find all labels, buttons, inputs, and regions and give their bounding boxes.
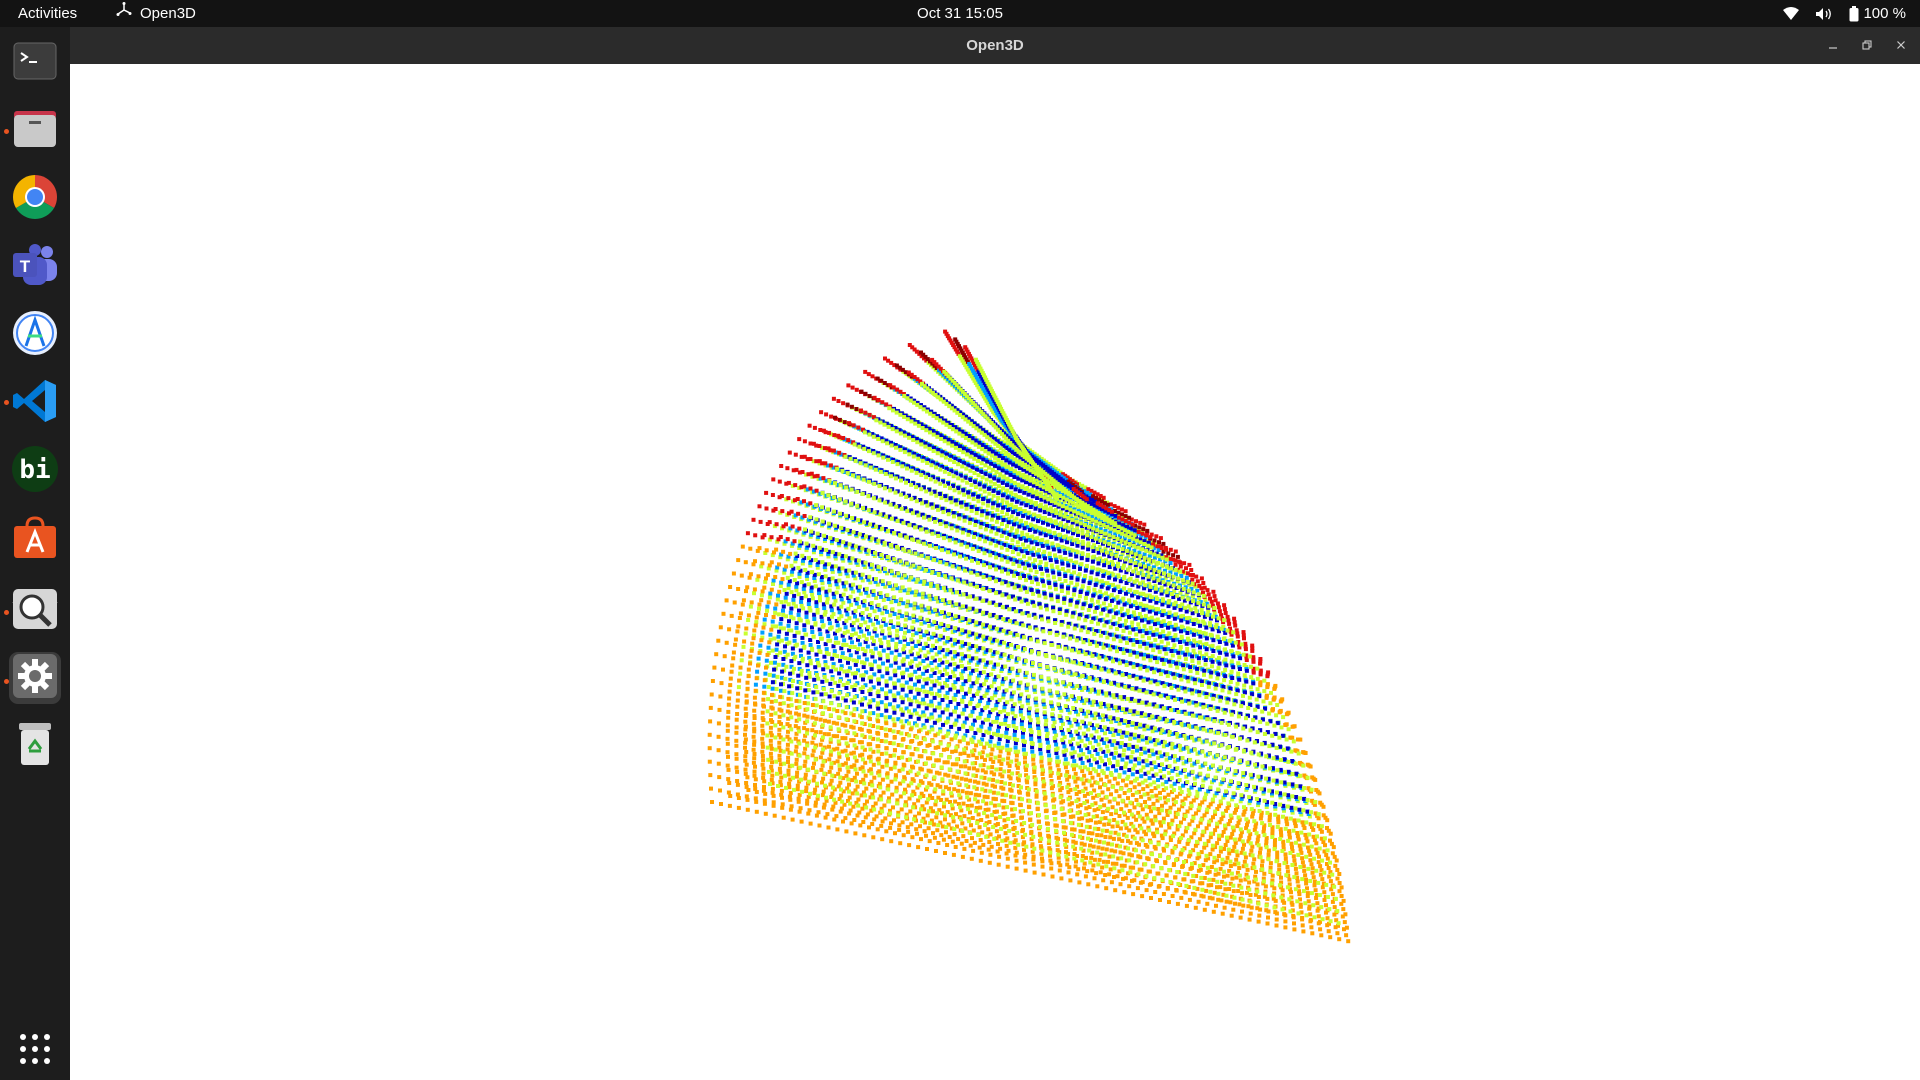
battery-indicator: 100 % xyxy=(1849,0,1906,27)
dock-teams[interactable]: T xyxy=(9,241,61,293)
close-icon xyxy=(1896,37,1906,55)
dock-trash[interactable] xyxy=(9,720,61,772)
dock-android-studio[interactable] xyxy=(9,309,61,361)
window-title: Open3D xyxy=(966,37,1024,54)
android-studio-icon xyxy=(12,310,58,361)
bi-label: bi xyxy=(19,455,51,485)
battery-percent: 100 % xyxy=(1863,5,1906,22)
svg-text:T: T xyxy=(20,257,31,276)
open3d-window: Open3D xyxy=(70,27,1920,1080)
close-button[interactable] xyxy=(1891,36,1911,56)
render-viewport[interactable] xyxy=(70,64,1920,1080)
dock-settings[interactable] xyxy=(9,652,61,704)
open3d-logo-icon xyxy=(116,0,132,27)
maximize-icon xyxy=(1862,37,1872,55)
status-area[interactable]: 100 % xyxy=(1783,0,1906,27)
dock-bi[interactable]: bi xyxy=(9,445,61,497)
point-cloud xyxy=(707,329,1351,944)
volume-icon xyxy=(1815,7,1833,21)
running-indicator xyxy=(4,679,9,684)
dock-vscode[interactable] xyxy=(9,377,61,429)
clock-container: Oct 31 15:05 xyxy=(0,0,1920,27)
dock-image-viewer[interactable] xyxy=(9,585,61,637)
dock-app-center[interactable] xyxy=(9,513,61,565)
wifi-icon xyxy=(1783,6,1800,21)
terminal-icon xyxy=(13,41,57,86)
magnifier-icon xyxy=(12,588,58,635)
dock-terminal[interactable] xyxy=(9,37,61,89)
bi-icon xyxy=(11,445,59,498)
activities-button[interactable]: Activities xyxy=(18,5,78,22)
app-center-icon xyxy=(12,514,58,565)
running-indicator xyxy=(4,129,9,134)
vscode-icon xyxy=(12,378,58,429)
window-titlebar[interactable]: Open3D xyxy=(70,27,1920,64)
top-bar: Activities Open3D Oct 31 15:05 xyxy=(0,0,1920,27)
trash-icon xyxy=(15,721,55,772)
dock-chrome[interactable] xyxy=(9,173,61,225)
app-menu-label: Open3D xyxy=(140,5,196,22)
running-indicator xyxy=(4,610,9,615)
grid-icon xyxy=(19,1033,51,1070)
chrome-icon xyxy=(12,174,58,225)
running-indicator xyxy=(4,400,9,405)
dock: T bi xyxy=(0,27,70,1080)
minimize-icon xyxy=(1828,37,1838,55)
app-menu[interactable]: Open3D xyxy=(116,0,196,27)
dock-files[interactable] xyxy=(9,105,61,157)
maximize-button[interactable] xyxy=(1857,36,1877,56)
folder-icon xyxy=(13,109,57,154)
battery-icon xyxy=(1849,5,1859,22)
teams-icon: T xyxy=(11,243,59,292)
gear-icon xyxy=(12,653,58,704)
clock[interactable]: Oct 31 15:05 xyxy=(917,5,1003,22)
show-apps-button[interactable] xyxy=(9,1025,61,1077)
minimize-button[interactable] xyxy=(1823,36,1843,56)
